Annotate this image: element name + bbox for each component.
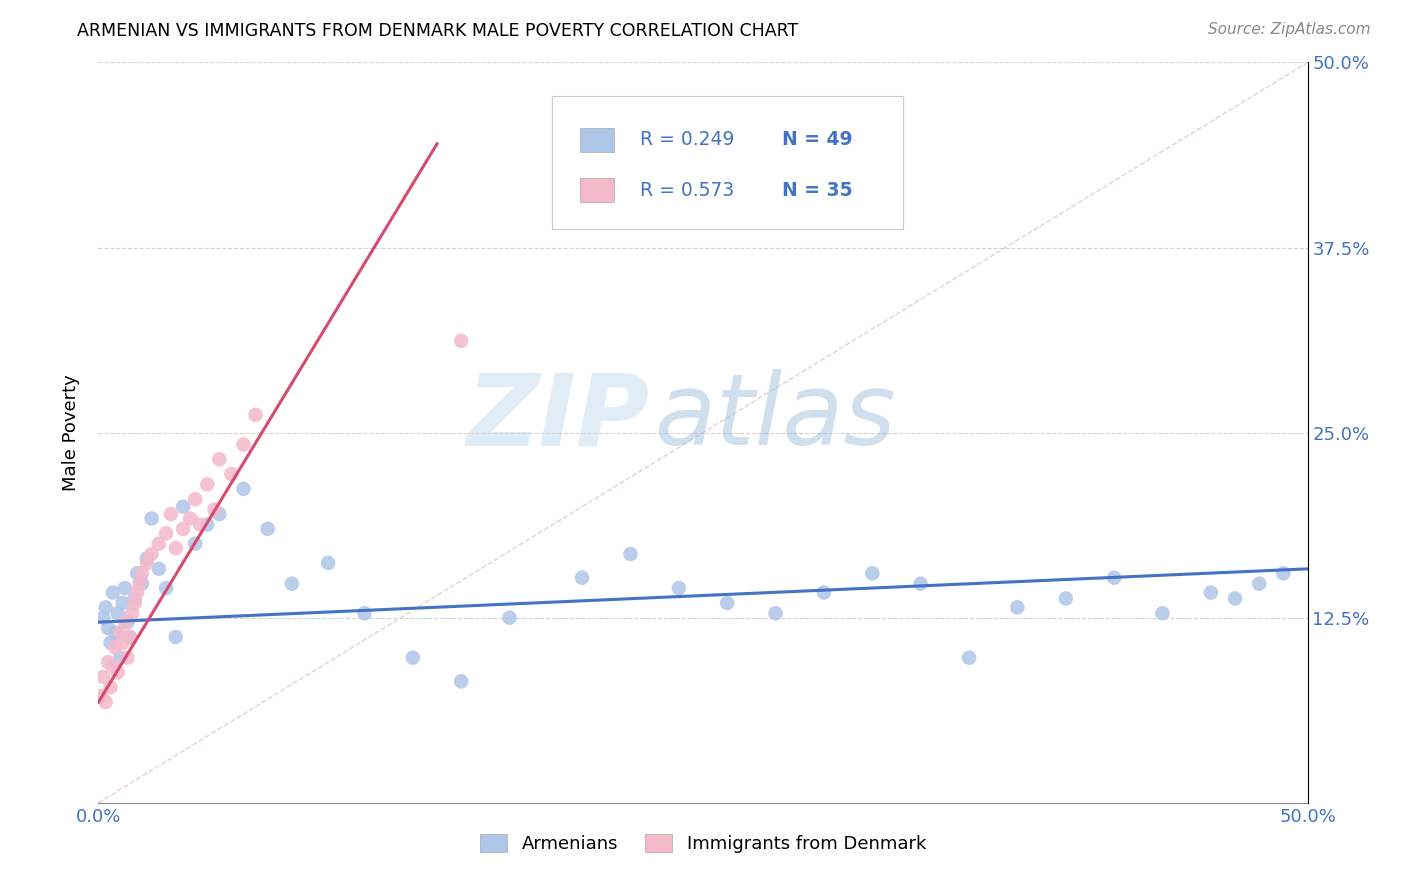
- Point: [101, 659, 124, 673]
- Point: [141, 547, 163, 561]
- Point: [107, 665, 129, 680]
- Point: [97, 655, 120, 669]
- Point: [111, 596, 134, 610]
- Point: [179, 511, 201, 525]
- Point: [127, 585, 149, 599]
- Point: [184, 492, 207, 507]
- Point: [104, 625, 127, 640]
- Point: [104, 640, 127, 655]
- Point: [1152, 607, 1174, 621]
- Point: [402, 650, 425, 665]
- Point: [148, 536, 170, 550]
- Point: [353, 607, 375, 621]
- Point: [107, 607, 129, 621]
- Point: [117, 650, 139, 665]
- Point: [195, 517, 218, 532]
- Text: R = 0.249: R = 0.249: [640, 130, 734, 149]
- Point: [114, 581, 136, 595]
- Point: [90, 689, 112, 703]
- Point: [221, 467, 243, 481]
- Point: [108, 650, 131, 665]
- Point: [135, 551, 157, 566]
- Point: [94, 600, 117, 615]
- Text: atlas: atlas: [655, 369, 897, 467]
- Point: [118, 630, 141, 644]
- Point: [94, 695, 117, 709]
- Point: [1199, 585, 1222, 599]
- Point: [232, 437, 254, 451]
- Point: [188, 517, 211, 532]
- Point: [860, 566, 883, 581]
- Point: [97, 621, 120, 635]
- Text: R = 0.573: R = 0.573: [640, 180, 734, 200]
- Text: Source: ZipAtlas.com: Source: ZipAtlas.com: [1208, 22, 1371, 37]
- Point: [128, 576, 150, 591]
- Point: [765, 607, 787, 621]
- Point: [155, 581, 177, 595]
- Text: N = 49: N = 49: [782, 130, 852, 149]
- Point: [208, 507, 231, 521]
- Text: ARMENIAN VS IMMIGRANTS FROM DENMARK MALE POVERTY CORRELATION CHART: ARMENIAN VS IMMIGRANTS FROM DENMARK MALE…: [77, 22, 799, 40]
- Point: [111, 636, 134, 650]
- Point: [316, 556, 339, 570]
- Point: [1007, 600, 1029, 615]
- Point: [245, 408, 267, 422]
- Legend: Armenians, Immigrants from Denmark: Armenians, Immigrants from Denmark: [472, 827, 934, 861]
- Point: [910, 576, 932, 591]
- Point: [108, 625, 131, 640]
- Point: [1249, 576, 1271, 591]
- Point: [1223, 591, 1246, 606]
- Point: [1054, 591, 1077, 606]
- Point: [127, 566, 149, 581]
- Point: [91, 670, 114, 684]
- Point: [124, 591, 146, 606]
- Point: [184, 536, 207, 550]
- Point: [118, 630, 141, 644]
- FancyBboxPatch shape: [579, 128, 614, 152]
- Point: [619, 547, 641, 561]
- Point: [232, 482, 254, 496]
- Point: [195, 477, 218, 491]
- Point: [114, 615, 136, 629]
- Point: [716, 596, 738, 610]
- Text: N = 35: N = 35: [782, 180, 852, 200]
- Point: [91, 610, 114, 624]
- Point: [172, 500, 194, 514]
- Point: [148, 562, 170, 576]
- FancyBboxPatch shape: [579, 178, 614, 202]
- Point: [100, 681, 122, 695]
- Point: [121, 607, 143, 621]
- Point: [165, 630, 187, 644]
- Point: [117, 615, 139, 629]
- Point: [124, 596, 146, 610]
- Point: [204, 502, 226, 516]
- Point: [281, 576, 304, 591]
- Point: [131, 566, 153, 581]
- Point: [135, 556, 157, 570]
- Point: [155, 526, 177, 541]
- Point: [450, 334, 472, 348]
- Point: [131, 576, 153, 591]
- Point: [957, 650, 980, 665]
- Point: [668, 581, 690, 595]
- Point: [100, 636, 122, 650]
- Text: ZIP: ZIP: [467, 369, 650, 467]
- Point: [141, 511, 163, 525]
- Point: [450, 674, 472, 689]
- Point: [498, 610, 520, 624]
- Point: [813, 585, 835, 599]
- Point: [101, 585, 124, 599]
- Point: [165, 541, 187, 555]
- Point: [160, 507, 183, 521]
- Point: [256, 522, 278, 536]
- Point: [1272, 566, 1295, 581]
- FancyBboxPatch shape: [551, 95, 903, 229]
- Y-axis label: Male Poverty: Male Poverty: [62, 375, 80, 491]
- Point: [1102, 571, 1125, 585]
- Point: [208, 452, 231, 467]
- Point: [571, 571, 593, 585]
- Point: [172, 522, 194, 536]
